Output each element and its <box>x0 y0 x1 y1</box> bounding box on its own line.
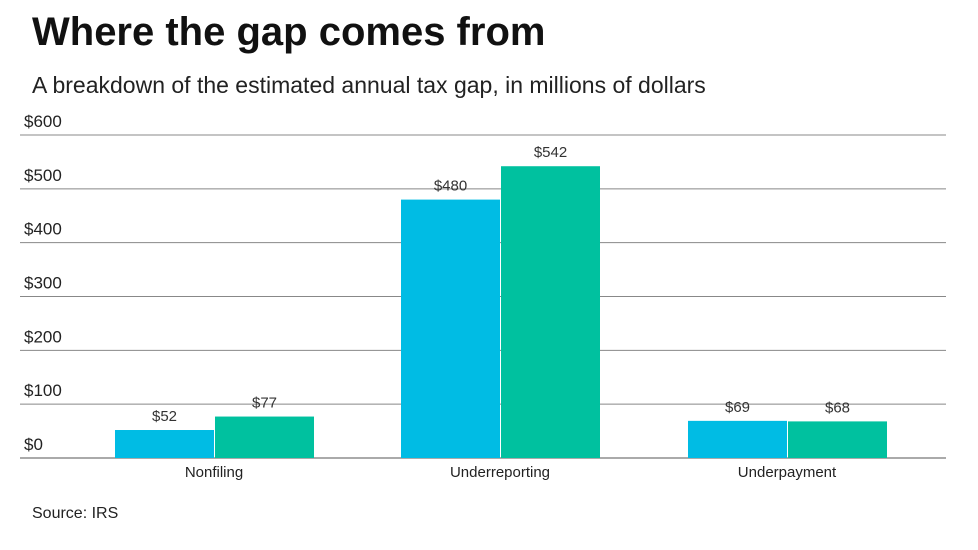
data-label: $77 <box>252 395 277 412</box>
y-tick-label: $0 <box>24 435 43 454</box>
chart-title: Where the gap comes from <box>32 10 546 54</box>
bar <box>401 199 500 458</box>
y-tick-label: $100 <box>24 381 62 400</box>
data-label: $69 <box>725 399 750 416</box>
y-tick-label: $500 <box>24 166 62 185</box>
data-label: $52 <box>152 408 177 425</box>
data-label: $68 <box>825 399 850 416</box>
bar <box>215 416 314 458</box>
bar <box>688 420 787 458</box>
data-label: $480 <box>434 178 467 195</box>
x-tick-label: Nonfiling <box>185 464 243 481</box>
source-note: Source: IRS <box>32 505 119 522</box>
bar <box>501 166 600 458</box>
bar <box>115 430 214 458</box>
data-label: $542 <box>534 144 567 161</box>
x-tick-label: Underpayment <box>738 464 837 481</box>
y-tick-label: $300 <box>24 274 62 293</box>
x-tick-label: Underreporting <box>450 464 550 481</box>
bar <box>788 421 887 458</box>
y-tick-label: $200 <box>24 327 62 346</box>
chart-subtitle: A breakdown of the estimated annual tax … <box>32 72 706 98</box>
y-tick-label: $600 <box>24 112 62 131</box>
y-tick-label: $400 <box>24 220 62 239</box>
